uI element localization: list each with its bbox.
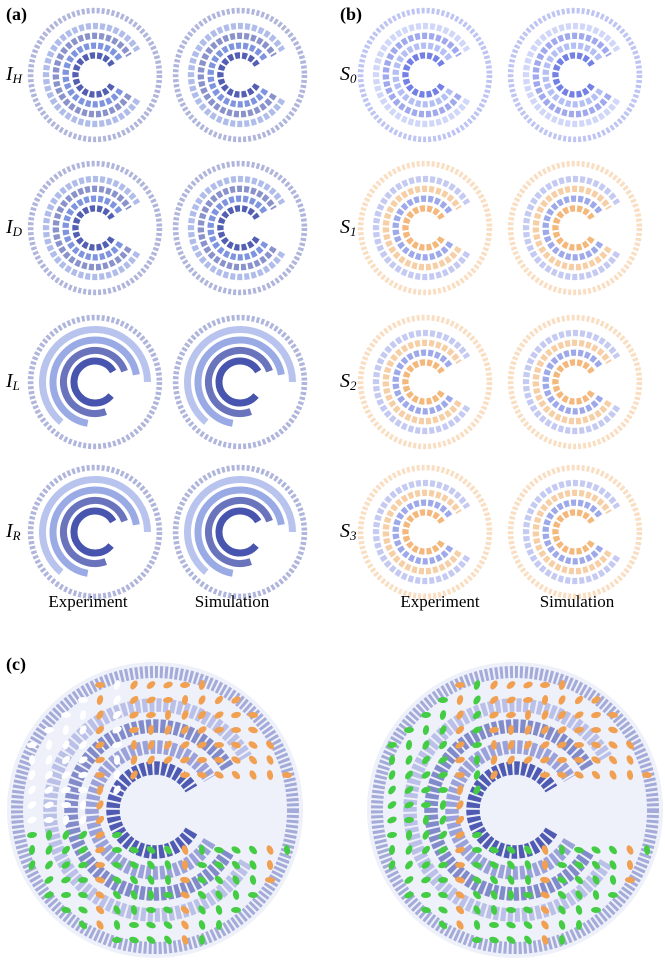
pattern-image [511, 468, 640, 597]
row-label: IL [5, 370, 20, 393]
row-label: S0 [340, 63, 357, 86]
c-arc [405, 55, 442, 94]
c-arc [526, 179, 617, 277]
row-label: IR [5, 520, 21, 543]
c-arc [526, 333, 617, 431]
c-arc [555, 512, 592, 551]
outer-ring [511, 468, 640, 597]
outer-ring [361, 11, 490, 140]
pattern-image [361, 318, 490, 447]
c-arc [376, 26, 467, 124]
pattern-image [31, 318, 160, 447]
column-label: Simulation [195, 592, 270, 611]
c-arc [526, 26, 617, 124]
column-label: Simulation [540, 592, 615, 611]
outer-ring [511, 318, 640, 447]
pattern-image [511, 318, 640, 447]
panel-label: (c) [6, 654, 26, 675]
column-label: Experiment [48, 592, 128, 611]
panel-label: (a) [6, 4, 27, 25]
subscript: D [12, 224, 23, 239]
figure: (a)(b)(c)IHIDILIRExperimentSimulationS0S… [0, 0, 665, 961]
c-arc [405, 208, 442, 247]
row-label: IH [5, 63, 23, 86]
page: (a)(b)(c)IHIDILIRExperimentSimulationS0S… [0, 0, 665, 961]
symbol: S [340, 63, 350, 85]
c-arc [376, 483, 467, 581]
row-label: S3 [340, 520, 357, 543]
c-arc [555, 362, 592, 401]
c-arc [75, 55, 112, 94]
ellipse-mark [455, 772, 465, 778]
ellipse-mark [455, 682, 465, 688]
pattern-image [176, 318, 305, 447]
pattern-image [511, 11, 640, 140]
pattern-image [361, 468, 490, 597]
symbol: S [340, 216, 350, 238]
spiral-arc [74, 511, 113, 553]
c-arc [46, 26, 137, 124]
c-arc [191, 26, 282, 124]
outer-ring [31, 11, 160, 140]
c-arc [405, 362, 442, 401]
row-label: ID [5, 216, 23, 239]
outer-ring [511, 164, 640, 293]
symbol: S [340, 370, 350, 392]
outer-ring [176, 11, 305, 140]
pattern-image [31, 164, 160, 293]
ellipse-mark [95, 682, 105, 688]
panel-label: (b) [340, 4, 362, 25]
subscript: 2 [350, 378, 357, 393]
c-arc [376, 333, 467, 431]
c-arc [405, 512, 442, 551]
subscript: L [12, 378, 20, 393]
row-label: S1 [340, 216, 357, 239]
column-label: Experiment [400, 592, 480, 611]
ellipse-mark [95, 862, 105, 868]
spiral-arc [219, 511, 258, 553]
c-arc [376, 179, 467, 277]
pattern-image [361, 11, 490, 140]
spiral-arc [219, 361, 258, 403]
row-label: S2 [340, 370, 357, 393]
c-arc [220, 55, 257, 94]
subscript: H [12, 71, 23, 86]
subscript: 1 [350, 224, 357, 239]
outer-ring [511, 11, 640, 140]
c-arc [526, 483, 617, 581]
outer-ring [361, 164, 490, 293]
c-arc [555, 208, 592, 247]
ellipse-mark [455, 862, 465, 868]
pattern-image [31, 11, 160, 140]
outer-ring [31, 164, 160, 293]
subscript: R [12, 528, 21, 543]
outer-ring [361, 318, 490, 447]
c-arc [191, 179, 282, 277]
pattern-image [176, 11, 305, 140]
pattern-image [511, 164, 640, 293]
pattern-image [176, 164, 305, 293]
c-arc [220, 208, 257, 247]
pattern-image [31, 468, 160, 597]
outer-ring [176, 164, 305, 293]
artwork [7, 11, 663, 958]
c-arc [46, 179, 137, 277]
subscript: 0 [350, 71, 357, 86]
pattern-image [361, 164, 490, 293]
c-arc [75, 208, 112, 247]
pattern-image [176, 468, 305, 597]
ellipse-mark [95, 772, 105, 778]
symbol: S [340, 520, 350, 542]
spiral-arc [74, 361, 113, 403]
c-arc [555, 55, 592, 94]
subscript: 3 [349, 528, 357, 543]
outer-ring [361, 468, 490, 597]
